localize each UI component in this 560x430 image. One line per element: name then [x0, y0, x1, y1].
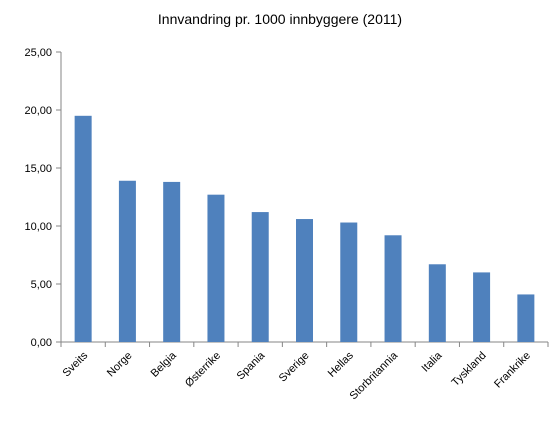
x-category-label: Østerrike: [183, 350, 223, 390]
x-category-label: Belgia: [149, 349, 180, 380]
x-category-label: Sverige: [277, 350, 312, 385]
x-category-label: Tyskland: [450, 350, 489, 389]
bar-sveits: [74, 115, 92, 342]
bars: [74, 115, 535, 342]
x-category-labels: Sveits Norge Belgia Østerrike Spania Sverige H…: [61, 349, 533, 402]
y-tick-label: 5,00: [31, 279, 52, 291]
bar-spania: [251, 212, 269, 342]
bar-storbritannia: [384, 235, 402, 342]
x-category-label: Sveits: [61, 349, 91, 379]
y-tick-label: 0,00: [31, 337, 52, 349]
chart-title: Innvandring pr. 1000 innbyggere (2011): [158, 11, 402, 27]
x-category-label: Frankrike: [492, 350, 533, 391]
bar-italia: [428, 264, 446, 342]
bar-sverige: [296, 219, 313, 342]
x-category-label: Spania: [235, 349, 268, 382]
bar-norge: [118, 180, 136, 342]
x-category-label: Italia: [420, 349, 446, 375]
y-axis: [56, 51, 62, 343]
bar-tyskland: [473, 272, 491, 342]
y-tick-label: 15,00: [24, 163, 52, 175]
x-axis: [60, 341, 549, 347]
y-tick-label: 25,00: [24, 47, 52, 59]
y-tick-labels: 0,00 5,00 10,00 15,00 20,00 25,00: [24, 47, 52, 349]
x-category-label: Norge: [105, 350, 135, 380]
bar-hellas: [340, 222, 358, 342]
y-tick-label: 10,00: [24, 221, 52, 233]
y-tick-label: 20,00: [24, 105, 52, 117]
x-category-label: Hellas: [326, 349, 356, 379]
bar-østerrike: [207, 194, 225, 342]
x-category-label: Storbritannia: [348, 349, 401, 402]
bar-belgia: [163, 181, 181, 342]
bar-frankrike: [517, 294, 535, 342]
